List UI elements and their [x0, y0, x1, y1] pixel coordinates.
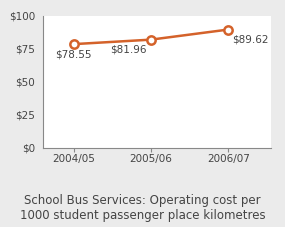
- Text: $89.62: $89.62: [232, 35, 268, 45]
- Text: $81.96: $81.96: [111, 45, 147, 55]
- Text: School Bus Services: Operating cost per
1000 student passenger place kilometres: School Bus Services: Operating cost per …: [20, 195, 265, 222]
- Text: $78.55: $78.55: [55, 49, 92, 59]
